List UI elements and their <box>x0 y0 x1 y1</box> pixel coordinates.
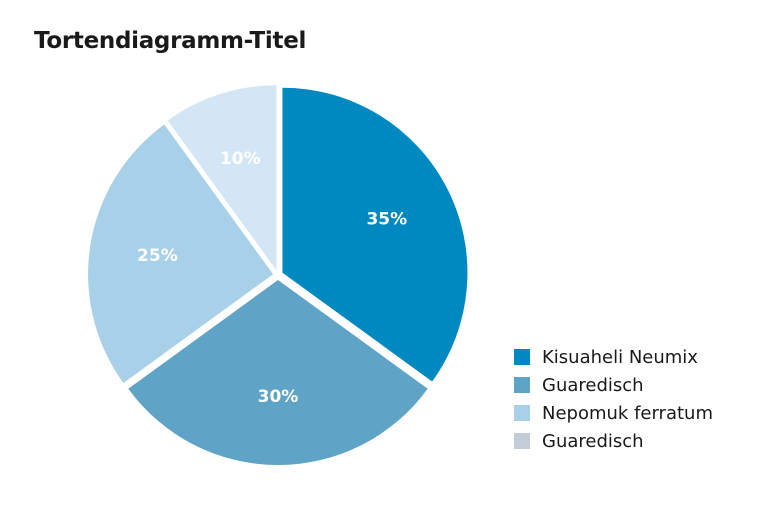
pie-slice <box>88 124 274 383</box>
legend-swatch <box>514 405 530 421</box>
pie-slice <box>282 87 468 382</box>
chart-legend: Kisuaheli Neumix Guaredisch Nepomuk ferr… <box>514 343 713 455</box>
legend-item: Kisuaheli Neumix <box>514 343 713 371</box>
pie-slice <box>167 85 277 271</box>
legend-label: Nepomuk ferratum <box>542 402 713 424</box>
legend-item: Nepomuk ferratum <box>514 399 713 427</box>
legend-item: Guaredisch <box>514 371 713 399</box>
pie-slice <box>128 280 428 466</box>
legend-swatch <box>514 377 530 393</box>
legend-label: Guaredisch <box>542 430 644 452</box>
slice-label: 10% <box>220 149 261 169</box>
slice-label: 25% <box>137 246 178 266</box>
legend-swatch <box>514 433 530 449</box>
legend-item: Guaredisch <box>514 427 713 455</box>
legend-label: Kisuaheli Neumix <box>542 346 698 368</box>
pie-slices <box>88 85 468 466</box>
chart-title: Tortendiagramm-Titel <box>34 28 307 54</box>
slice-label: 30% <box>258 387 299 407</box>
slice-labels: 35% 30% 25% 10% <box>137 149 407 407</box>
legend-label: Guaredisch <box>542 374 644 396</box>
slice-label: 35% <box>366 210 407 230</box>
legend-swatch <box>514 349 530 365</box>
